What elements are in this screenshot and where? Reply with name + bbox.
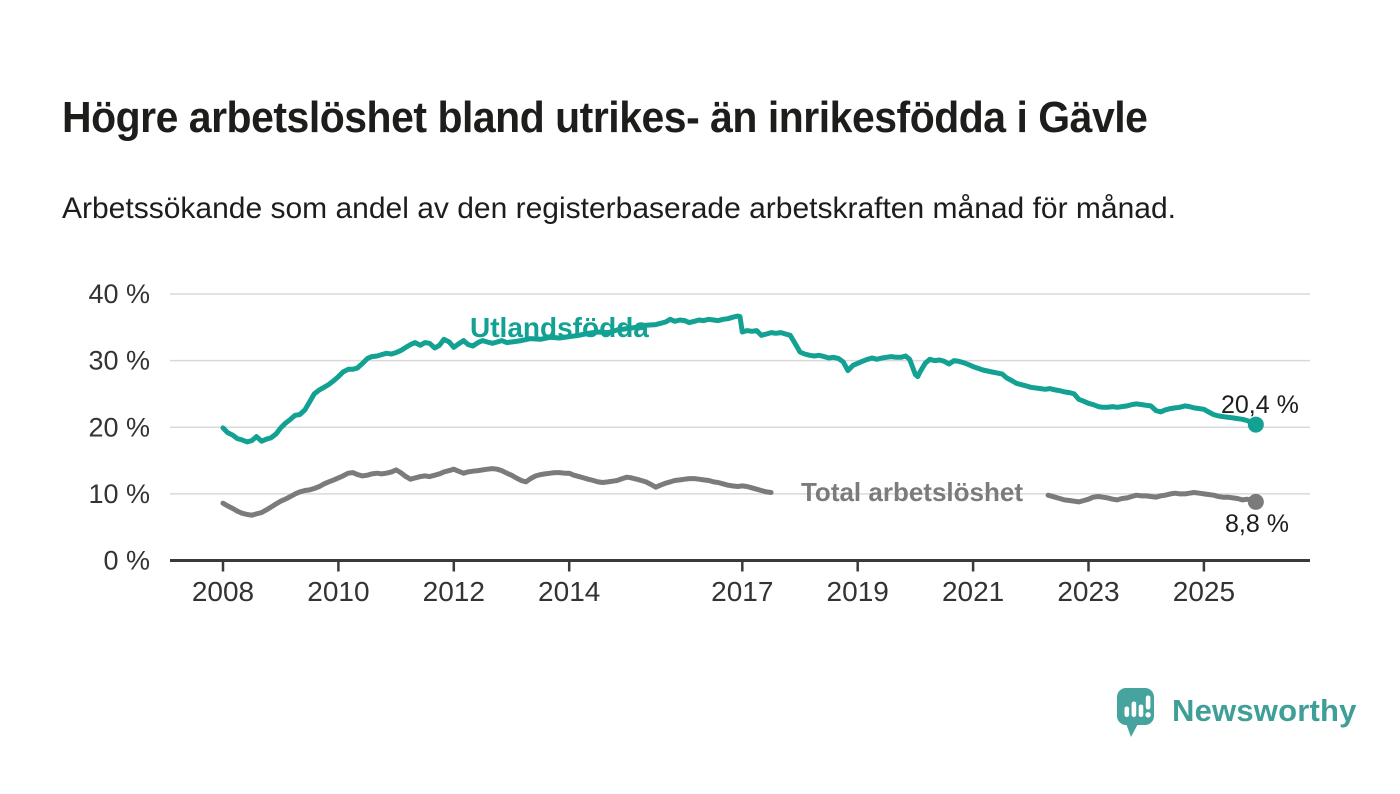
x-axis-label: 2025 [1173,576,1235,607]
series-line-0 [220,313,1259,445]
y-axis-label: 20 % [88,412,150,442]
series-label-1: Total arbetslöshet [801,477,1023,507]
series-end-dot-0 [1247,416,1264,433]
x-axis-label: 2012 [423,576,485,607]
series-label-0: Utlandsfödda [470,312,649,343]
newsworthy-branding: Newsworthy [1114,686,1357,740]
exclamation-bar-glyph [1145,695,1151,710]
bar-glyph-3 [1138,704,1144,717]
x-axis-label: 2010 [307,576,369,607]
exclamation-dot-glyph [1145,712,1151,718]
x-axis-label: 2023 [1057,576,1119,607]
series-end-value-1: 8,8 % [1225,510,1289,538]
bar-glyph-2 [1131,701,1137,717]
series-line-1 [1045,490,1259,505]
x-axis-label: 2019 [827,576,889,607]
y-axis-label: 10 % [88,479,150,509]
x-axis-label: 2008 [192,576,254,607]
y-axis-label: 30 % [88,346,150,376]
x-axis-label: 2017 [711,576,773,607]
page-subtitle: Arbetssökande som andel av den registerb… [62,192,1176,225]
series-end-value-0: 20,4 % [1221,391,1299,419]
series-end-dot-1 [1247,493,1264,510]
y-axis-label: 0 % [103,546,150,576]
x-axis-label: 2021 [942,576,1004,607]
series-line-1 [220,466,774,518]
page-title: Högre arbetslöshet bland utrikes- än inr… [62,93,1148,143]
brand-name: Newsworthy [1172,693,1357,728]
newsworthy-logo-icon [1117,688,1154,737]
bar-glyph-1 [1124,706,1130,717]
y-axis-label: 40 % [88,279,150,309]
x-axis-label: 2014 [538,576,600,607]
